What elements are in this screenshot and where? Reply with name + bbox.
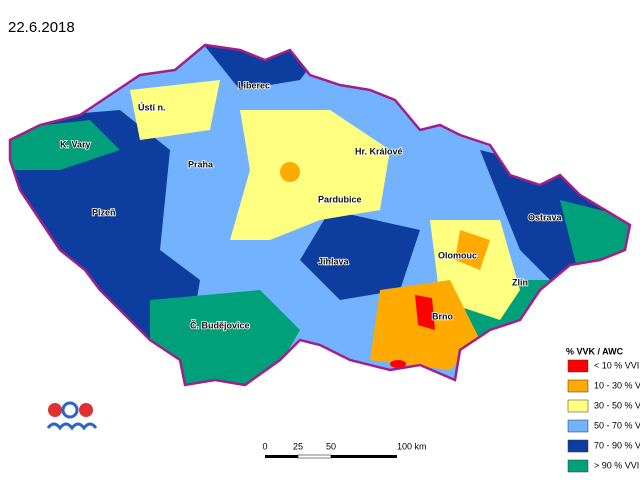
city-label: Ústí n. — [138, 101, 166, 112]
city-label: Hr. Králové — [355, 146, 403, 156]
city-labels: Ústí n. Liberec Hr. Králové K. Vary Praha Par… — [59, 80, 563, 332]
city-label: Olomouc — [438, 250, 477, 260]
city-label: K. Vary — [60, 139, 91, 149]
legend-label: > 90 % VVI — [594, 460, 639, 470]
legend-label: 10 - 30 % V — [594, 380, 640, 390]
legend-label: < 10 % VVI — [594, 360, 639, 370]
legend-title: % VVK / AWC — [566, 346, 624, 356]
legend-label: 50 - 70 % V — [594, 420, 640, 430]
city-label: Zlín — [512, 277, 528, 287]
city-label: Jihlava — [318, 256, 350, 266]
scale-label: 100 km — [397, 441, 427, 451]
city-label: Pardubice — [318, 194, 362, 204]
legend-swatch — [567, 419, 589, 433]
legend-label: 70 - 90 % V — [594, 440, 640, 450]
legend-swatch — [567, 399, 589, 413]
city-label: Liberec — [238, 80, 270, 90]
logo — [46, 401, 98, 431]
city-label: Brno — [432, 311, 453, 321]
legend-swatch — [567, 379, 589, 393]
scale-label: 25 — [293, 441, 303, 451]
scale-label: 50 — [326, 441, 336, 451]
legend-label: 30 - 50 % V — [594, 400, 640, 410]
scale-bar: 0 25 50 100 km — [262, 441, 427, 459]
city-label: Ostrava — [528, 212, 563, 222]
date: 22.6.2018 — [8, 19, 75, 36]
legend-swatch — [567, 359, 589, 373]
city-label: Plzeň — [92, 207, 116, 217]
city-label: Praha — [188, 159, 214, 169]
legend: % VVK / AWC < 10 % VVI 10 - 30 % V 30 - 50… — [566, 346, 640, 473]
legend-swatch — [567, 459, 589, 473]
scale-label: 0 — [262, 441, 267, 451]
legend-swatch — [567, 439, 589, 453]
city-label: Č. Budějovice — [190, 319, 250, 330]
